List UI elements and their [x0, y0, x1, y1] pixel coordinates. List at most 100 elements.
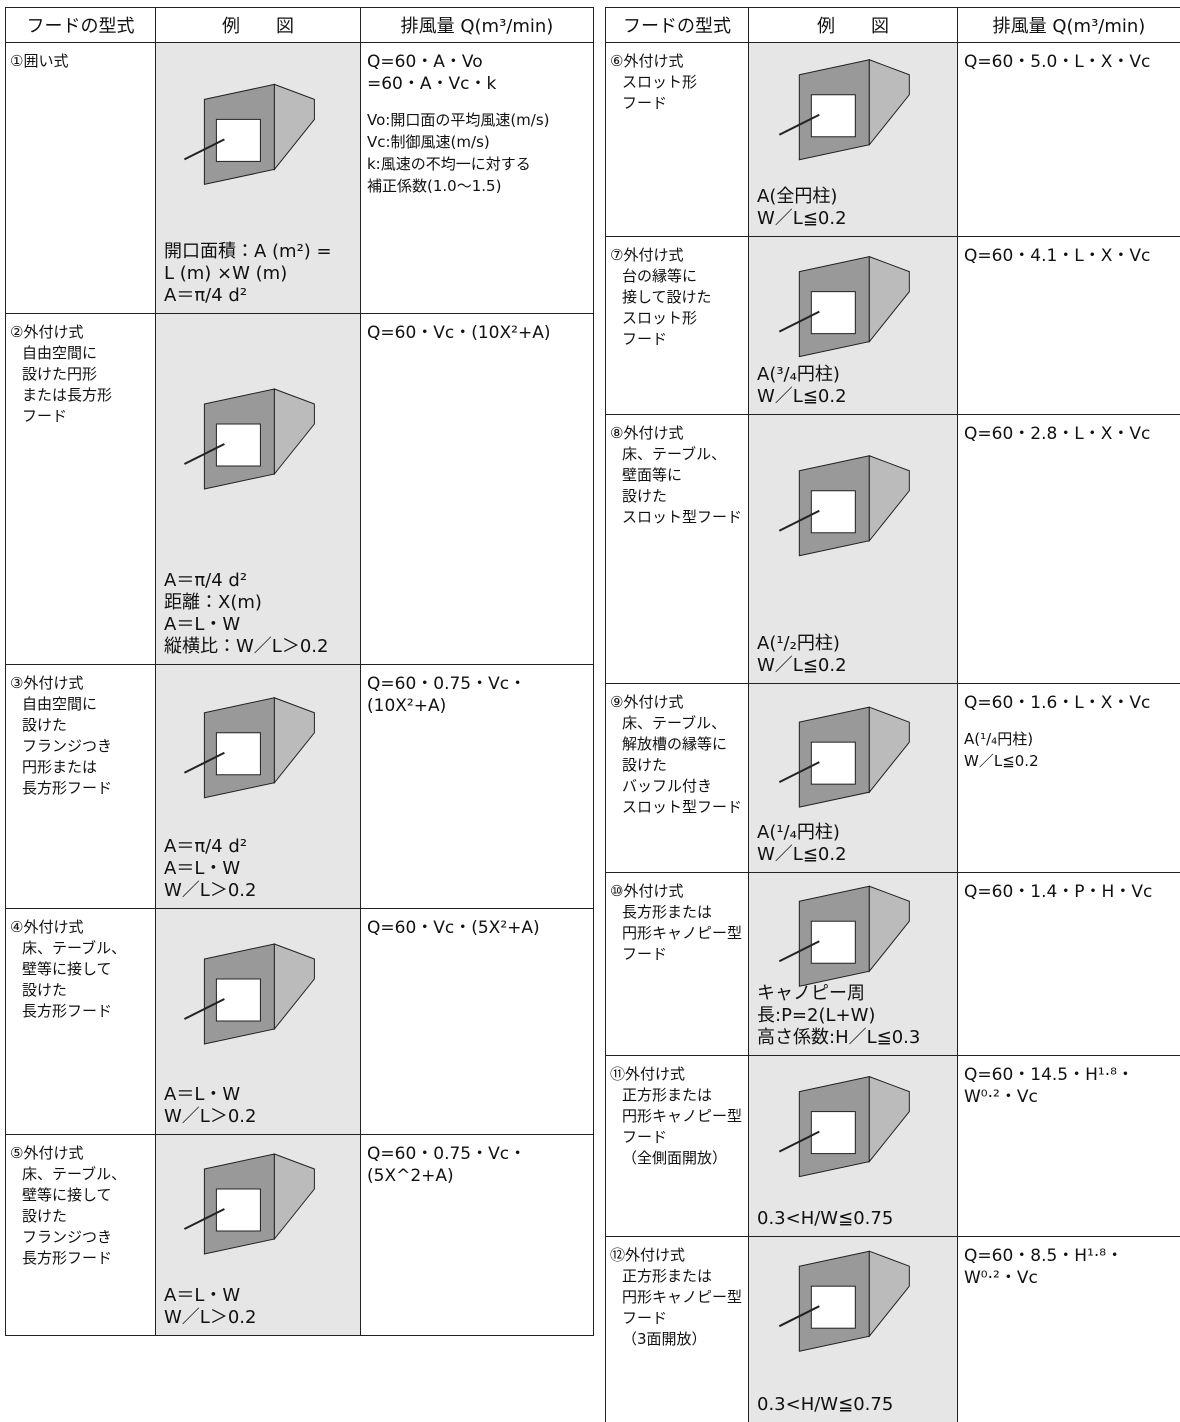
type-line: 設けた	[622, 756, 668, 774]
formula-cell: Q=60・0.75・Vc・(5X^2+A)	[360, 1134, 594, 1336]
hood-duct	[868, 885, 910, 973]
caption-line: W／L≦0.2	[757, 655, 847, 676]
type-line: 床、テーブル、	[622, 714, 727, 732]
figure-caption: A(³/₄円柱) W／L≦0.2	[757, 364, 953, 408]
velocity-arrow	[183, 138, 225, 161]
header-cell: フードの型式	[605, 7, 749, 43]
velocity-arrow	[778, 761, 820, 784]
type-line: 円形または	[22, 758, 98, 776]
hood-duct	[273, 388, 315, 476]
type-line: 床、テーブル、	[22, 1165, 127, 1183]
formula-cell: Q=60・2.8・L・X・Vc	[957, 414, 1180, 684]
type-line: ⑪外付け式	[610, 1065, 686, 1083]
formula-cell: Q=60・Vc・(5X²+A)	[360, 908, 594, 1135]
caption-line: W／L≦0.2	[757, 208, 847, 229]
hood-duct	[273, 943, 315, 1031]
caption-line: W／L＞0.2	[164, 880, 257, 901]
hood-row: ②外付け式 自由空間に 設けた円形 または長方形 フード A＝π/4 d² 距離：X(m) A…	[5, 313, 594, 665]
formula-line: Q=60・0.75・Vc・(5X^2+A)	[367, 1144, 527, 1186]
hood-row: ④外付け式 床、テーブル、 壁等に接して 設けた 長方形フード A＝L・W W／L＞0.2 Q…	[5, 908, 594, 1135]
figure-caption: 開口面積：A (m²) = L (m) ×W (m) A＝π/4 d²	[164, 241, 356, 307]
type-line: フード	[622, 1128, 668, 1146]
formula-line: Q=60・4.1・L・X・Vc	[964, 246, 1151, 266]
type-line: ⑫外付け式	[610, 1246, 686, 1264]
caption-line: A＝π/4 d²	[164, 570, 248, 591]
type-cell: ⑤外付け式 床、テーブル、 壁等に接して 設けた フランジつき 長方形フード	[5, 1134, 156, 1336]
figure-drawing	[778, 885, 910, 987]
hood-row: ⑨外付け式 床、テーブル、 解放槽の縁等に 設けた バッフル付き スロット型フード A(¹/…	[605, 683, 1180, 873]
caption-line: 高さ係数:H／L≦0.3	[757, 1027, 921, 1048]
type-line: ⑥外付け式	[610, 52, 684, 70]
hood-row: ⑤外付け式 床、テーブル、 壁等に接して 設けた フランジつき 長方形フード A＝L・W W／…	[5, 1134, 594, 1336]
note-line: k:風速の不均一に対する	[367, 155, 531, 173]
figure-box: A＝L・W W／L＞0.2	[157, 1136, 360, 1335]
formula-cell: Q=60・0.75・Vc・(10X²+A)	[360, 664, 594, 909]
type-line: スロット形	[622, 73, 698, 91]
formula-cell: Q=60・1.4・P・H・Vc	[957, 872, 1180, 1056]
type-cell: ⑫外付け式 正方形または 円形キャノピー型 フード （3面開放）	[605, 1236, 749, 1422]
type-line: フード	[622, 94, 668, 112]
figure-caption: A(¹/₂円柱) W／L≦0.2	[757, 633, 953, 677]
caption-line: W／L＞0.2	[164, 1307, 257, 1328]
type-line: （3面開放）	[622, 1330, 707, 1348]
type-line: フード	[622, 1309, 668, 1327]
figure-box: A(³/₄円柱) W／L≦0.2	[750, 238, 957, 414]
figure-cell: A(全円柱) W／L≦0.2	[748, 42, 958, 237]
type-line: ②外付け式	[10, 323, 84, 341]
hood-row: ⑩外付け式 長方形または 円形キャノピー型 フード キャノピー周長:P=2(L+W) 高さ…	[605, 872, 1180, 1056]
type-cell: ⑪外付け式 正方形または 円形キャノピー型 フード （全側面開放）	[605, 1055, 749, 1237]
note-line: Vc:制御風速(m/s)	[367, 133, 490, 151]
figure-drawing	[778, 706, 910, 808]
type-line: 壁等に接して	[22, 1186, 112, 1204]
type-cell: ①囲い式	[5, 42, 156, 314]
caption-line: W／L＞0.2	[164, 1106, 257, 1127]
type-line: 長方形または	[622, 903, 713, 921]
caption-line: A(³/₄円柱)	[757, 364, 840, 385]
figure-drawing	[778, 1250, 910, 1352]
hood-duct	[868, 455, 910, 543]
formula-line: Q=60・0.75・Vc・(10X²+A)	[367, 674, 527, 716]
type-cell: ⑦外付け式 台の縁等に 接して設けた スロット形 フード	[605, 236, 749, 415]
hood-row: ⑪外付け式 正方形または 円形キャノピー型 フード （全側面開放） 0.3<H/W≦0.7…	[605, 1055, 1180, 1237]
formula-line: Q=60・A・Vo	[367, 52, 483, 72]
formula-cell: Q=60・A・Vo =60・A・Vc・k Vo:開口面の平均風速(m/s) Vc:制御…	[360, 42, 594, 314]
caption-line: A＝π/4 d²	[164, 836, 248, 857]
formula-line: Q=60・1.4・P・H・Vc	[964, 882, 1153, 902]
velocity-arrow	[778, 509, 820, 532]
type-line: 円形キャノピー型	[622, 924, 743, 942]
header-cell: 排風量 Q(m³/min)	[360, 7, 594, 43]
figure-caption: A(¹/₄円柱) W／L≦0.2	[757, 822, 953, 866]
type-line: ③外付け式	[10, 674, 84, 692]
type-line: 設けた	[22, 716, 68, 734]
figure-drawing	[183, 1153, 315, 1255]
type-line: 自由空間に	[22, 344, 98, 362]
velocity-arrow	[778, 1305, 820, 1328]
header-cell: 例 図	[155, 7, 361, 43]
caption-line: 0.3<H/W≦0.75	[757, 1394, 894, 1415]
velocity-arrow	[778, 940, 820, 963]
type-line: フード	[622, 945, 668, 963]
note-line: Vo:開口面の平均風速(m/s)	[367, 111, 550, 129]
type-line: スロット形	[622, 309, 698, 327]
formula-line: Q=60・14.5・H¹·⁸・W⁰·²・Vc	[964, 1065, 1134, 1107]
type-line: ①囲い式	[10, 52, 69, 70]
caption-line: 開口面積：A (m²) =	[164, 241, 332, 262]
formula-cell: Q=60・4.1・L・X・Vc	[957, 236, 1180, 415]
figure-caption: 0.3<H/W≦0.75	[757, 1208, 953, 1230]
type-line: 円形キャノピー型	[622, 1107, 743, 1125]
caption-line: A＝L・W	[164, 858, 241, 879]
type-line: 接して設けた	[622, 288, 712, 306]
caption-line: A＝L・W	[164, 1285, 241, 1306]
type-line: ⑩外付け式	[610, 882, 684, 900]
figure-caption: A(全円柱) W／L≦0.2	[757, 186, 953, 230]
type-line: 長方形フード	[22, 1249, 113, 1267]
caption-line: A(¹/₂円柱)	[757, 633, 840, 654]
hood-row: ③外付け式 自由空間に 設けた フランジつき 円形または 長方形フード A＝π/4 d² A＝…	[5, 664, 594, 909]
type-line: ⑤外付け式	[10, 1144, 84, 1162]
hood-duct	[868, 706, 910, 794]
type-line: 自由空間に	[22, 695, 98, 713]
header-row: フードの型式例 図排風量 Q(m³/min)	[605, 7, 1180, 43]
figure-caption: A＝L・W W／L＞0.2	[164, 1084, 356, 1128]
figure-drawing	[778, 455, 910, 557]
